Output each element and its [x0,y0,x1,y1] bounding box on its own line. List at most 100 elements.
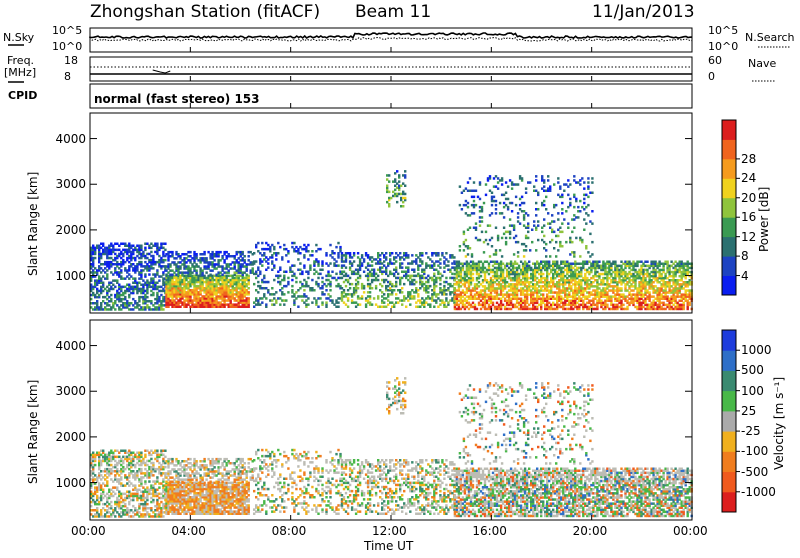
power-cell [557,193,560,197]
power-cell [132,263,135,266]
power-cell [427,274,430,278]
power-cell [530,291,533,294]
power-cell [682,301,685,305]
power-cell [684,264,687,268]
power-cell [676,283,679,286]
power-cell [666,283,669,286]
power-cell [335,301,338,304]
power-cell [259,258,262,261]
power-cell [546,276,549,280]
power-cell [407,266,410,269]
power-cell [590,266,593,270]
power-cell [116,297,119,301]
power-cell [664,293,667,296]
power-cell [496,181,500,184]
power-cell [241,301,244,304]
power-cell [525,268,529,272]
power-cell [255,303,258,306]
power-cell [94,293,97,297]
power-cell [596,274,599,278]
power-cell [479,291,483,294]
power-cell [389,270,392,273]
power-cell [207,303,210,306]
power-cell [315,280,318,284]
power-cell [598,266,601,270]
power-cell [594,270,597,274]
power-cell [360,295,364,298]
power-cell [199,257,202,260]
power-cell [530,281,533,284]
power-cell [674,260,677,263]
power-cell [570,289,573,292]
power-cell [126,283,129,286]
power-cell [634,295,637,298]
power-cell [391,305,394,308]
power-cell [459,291,463,294]
power-cell [237,271,240,274]
power-cell [167,293,170,296]
power-cell [672,295,675,298]
power-cell [313,264,316,267]
power-cell [295,291,298,294]
power-cell [453,301,456,304]
power-cell [459,295,463,298]
power-cell [340,287,344,290]
power-cell [474,222,478,225]
power-cell [550,281,553,284]
power-cell [443,287,446,290]
power-cell [489,276,493,280]
power-cell [193,305,196,308]
power-cell [530,293,533,296]
power-cell [509,301,513,305]
power-cell [165,291,168,294]
power-cell [407,270,410,273]
power-cell [688,301,691,305]
power-cell [668,287,671,290]
power-cell [348,266,352,269]
power-cell [602,272,605,276]
power-cell [457,285,461,288]
power-cell [209,295,212,298]
power-cell [580,268,583,272]
power-cell [489,291,493,294]
power-cell [146,256,149,260]
power-cell [195,265,198,268]
power-cell [215,273,218,276]
power-cell [417,264,420,267]
power-cell [259,260,262,263]
power-cell [459,268,463,272]
power-cell [591,177,594,180]
power-cell [680,264,683,268]
power-cell [132,291,135,295]
power-cell [144,256,147,260]
power-cell [120,242,123,245]
power-cell [413,295,416,298]
power-cell [227,289,230,292]
power-cell [385,287,388,290]
power-cell [329,295,332,298]
power-cell [540,279,543,282]
power-cell [550,287,553,290]
power-cell [630,299,633,302]
power-cell [546,279,549,282]
power-cell [483,276,487,280]
power-cell [584,283,587,286]
power-cell [255,272,258,276]
power-cell [533,220,536,223]
power-cell [158,258,161,262]
power-cell [197,265,200,268]
power-cell [642,281,645,284]
power-cell [106,291,109,295]
power-cell [606,260,609,263]
power-cell [333,276,336,280]
power-cell [399,262,402,265]
power-cell [541,187,544,190]
power-cell [160,258,163,262]
power-cell [156,300,159,303]
power-cell [511,272,515,276]
power-cell [528,303,531,307]
power-cell [142,300,145,303]
power-cell [386,174,389,177]
power-cell [401,262,404,265]
power-cell [128,246,131,250]
